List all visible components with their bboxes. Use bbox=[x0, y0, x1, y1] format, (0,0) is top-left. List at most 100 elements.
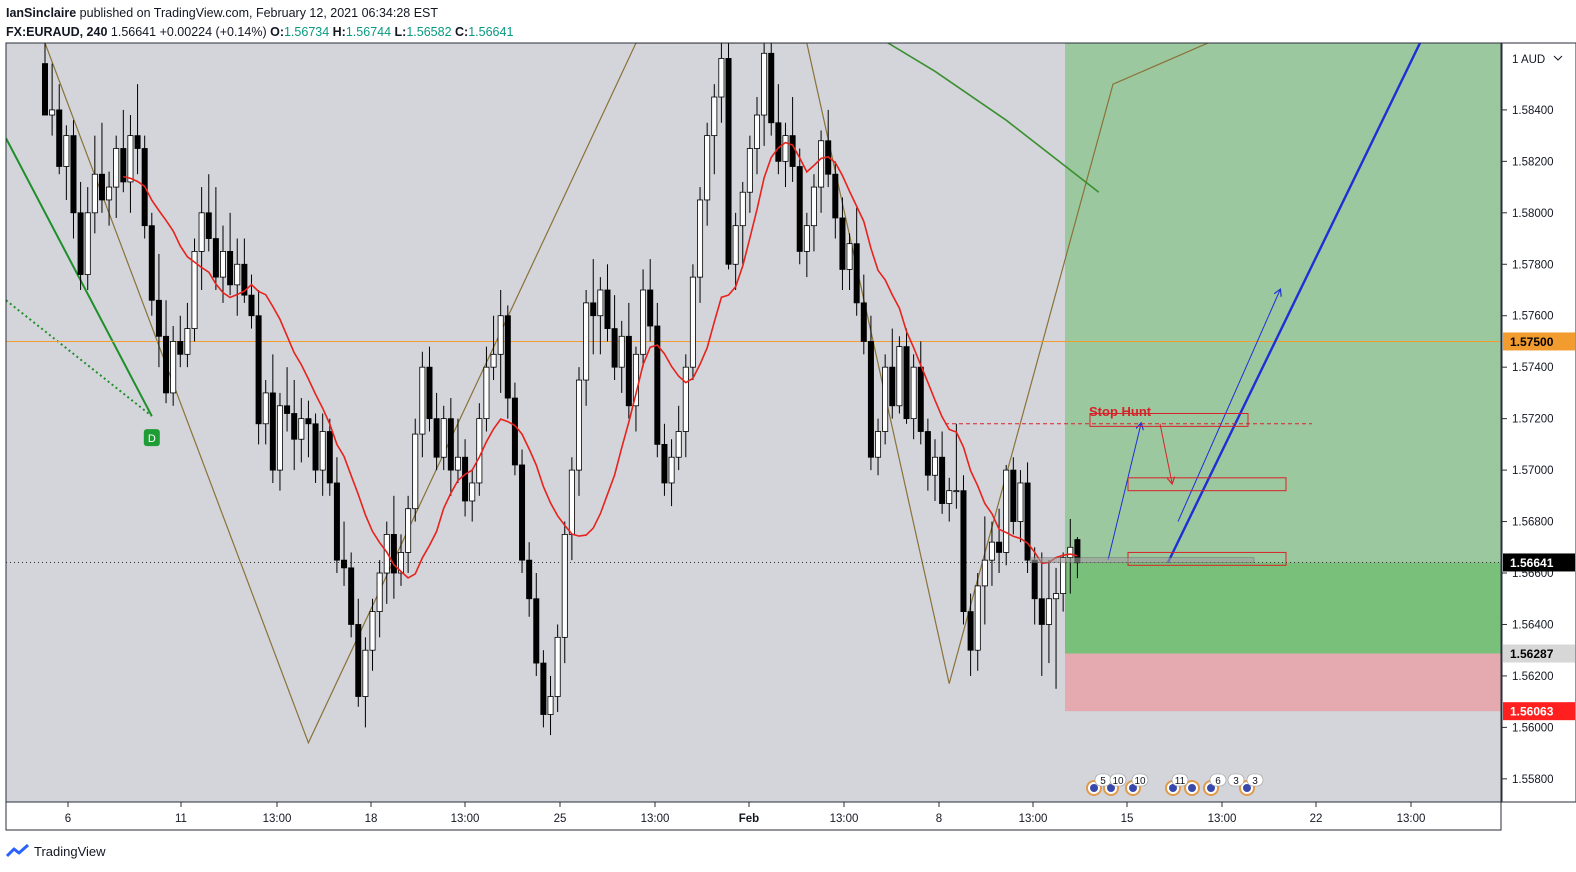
x-tick-label: 15 bbox=[1121, 813, 1134, 825]
x-tick-label: 13:00 bbox=[1208, 813, 1237, 825]
downtrend-line-dotted bbox=[6, 299, 153, 417]
candle bbox=[148, 212, 155, 316]
candle bbox=[996, 508, 1003, 574]
candle bbox=[227, 212, 234, 296]
candle bbox=[689, 264, 696, 381]
candle bbox=[604, 264, 611, 342]
x-tick-label: 13:00 bbox=[1397, 813, 1426, 825]
candle-body bbox=[796, 166, 803, 252]
stop-zone bbox=[1065, 653, 1501, 712]
candle bbox=[355, 598, 362, 707]
candle-body bbox=[903, 346, 910, 420]
candle bbox=[526, 542, 533, 617]
time-axis[interactable] bbox=[5, 801, 1502, 831]
candle bbox=[782, 122, 789, 188]
candle bbox=[447, 398, 454, 496]
plot-area[interactable]: Stop Hunt D 5 10 10 11 6 3 3 bbox=[6, 22, 1501, 796]
candle-body bbox=[333, 482, 340, 561]
price-axis[interactable] bbox=[1501, 42, 1576, 803]
candle-body bbox=[967, 611, 974, 651]
candle bbox=[219, 225, 226, 303]
low-value: 1.56582 bbox=[406, 25, 452, 39]
candle bbox=[454, 418, 461, 483]
candle bbox=[519, 449, 526, 574]
candle-body bbox=[56, 109, 63, 167]
candle bbox=[732, 212, 739, 290]
candle-body bbox=[77, 212, 84, 275]
candle bbox=[661, 423, 668, 496]
candle-body bbox=[924, 431, 931, 476]
candle bbox=[319, 413, 326, 496]
candle bbox=[1053, 567, 1060, 689]
stop-hunt-box bbox=[1089, 412, 1249, 427]
y-tick-label: 1.58000 bbox=[1512, 208, 1554, 220]
footer-brand: TradingView bbox=[34, 843, 106, 859]
candle bbox=[170, 326, 177, 406]
candle-body bbox=[234, 263, 241, 286]
candle-body bbox=[917, 366, 924, 432]
open-value: 1.56734 bbox=[283, 25, 330, 39]
author-name[interactable]: IanSinclaire bbox=[6, 6, 77, 20]
candle bbox=[483, 346, 490, 432]
candle bbox=[326, 418, 333, 496]
stop-hunt-label: Stop Hunt bbox=[1089, 404, 1152, 419]
symbol-label[interactable]: FX:EURAUD, 240 bbox=[6, 25, 108, 39]
candle bbox=[298, 398, 305, 463]
candle-body bbox=[896, 346, 903, 407]
candle bbox=[576, 367, 583, 496]
candle bbox=[234, 238, 241, 316]
y-tick-label: 1.57600 bbox=[1512, 311, 1554, 323]
candle-body bbox=[326, 431, 333, 484]
x-tick-label: Feb bbox=[739, 813, 759, 825]
candle-body bbox=[163, 335, 170, 394]
candle bbox=[155, 253, 162, 368]
x-tick-label: 25 bbox=[554, 813, 567, 825]
open-label: O: bbox=[270, 25, 284, 39]
candle bbox=[896, 336, 903, 414]
candle bbox=[739, 181, 746, 265]
candle-body bbox=[988, 541, 995, 561]
candle-body bbox=[654, 325, 661, 445]
target-zone-lower bbox=[1065, 562, 1501, 654]
candle-body bbox=[362, 649, 369, 697]
retest-box bbox=[1127, 477, 1287, 492]
candle bbox=[341, 521, 348, 586]
candle-body bbox=[269, 392, 276, 471]
candle bbox=[241, 238, 248, 303]
y-tick-label: 1.56400 bbox=[1512, 619, 1554, 631]
candle-body bbox=[212, 238, 219, 278]
price-label-text: 1.56641 bbox=[1510, 556, 1554, 570]
candle bbox=[191, 238, 198, 342]
candle-body bbox=[932, 456, 939, 476]
unit-chevron-icon[interactable] bbox=[1553, 55, 1563, 61]
candle-body bbox=[497, 315, 504, 355]
y-tick-label: 1.57800 bbox=[1512, 259, 1554, 271]
candle-body bbox=[348, 567, 355, 625]
candle bbox=[932, 439, 939, 501]
candle bbox=[540, 650, 547, 728]
candle bbox=[511, 382, 518, 476]
candle-body bbox=[519, 464, 526, 561]
candle-body bbox=[319, 431, 326, 471]
candle-body bbox=[312, 423, 319, 471]
candle-body bbox=[98, 173, 105, 201]
candle bbox=[682, 354, 689, 458]
candle-body bbox=[526, 559, 533, 600]
candle-body bbox=[1017, 482, 1024, 522]
candle-body bbox=[803, 225, 810, 252]
candle-body bbox=[597, 289, 604, 317]
footer-branding[interactable]: TradingView bbox=[6, 840, 106, 862]
candle bbox=[1003, 464, 1010, 566]
event-count: 6 bbox=[1215, 776, 1221, 787]
candle-body bbox=[789, 135, 796, 167]
candle-body bbox=[177, 341, 184, 355]
y-tick-label: 1.58200 bbox=[1512, 156, 1554, 168]
candle-body bbox=[120, 148, 127, 183]
candle bbox=[276, 392, 283, 491]
candle-body bbox=[341, 559, 348, 569]
candle-body bbox=[554, 636, 561, 697]
moving-average-green bbox=[886, 43, 1100, 193]
candle bbox=[269, 354, 276, 483]
price-label-stop bbox=[1503, 702, 1575, 721]
